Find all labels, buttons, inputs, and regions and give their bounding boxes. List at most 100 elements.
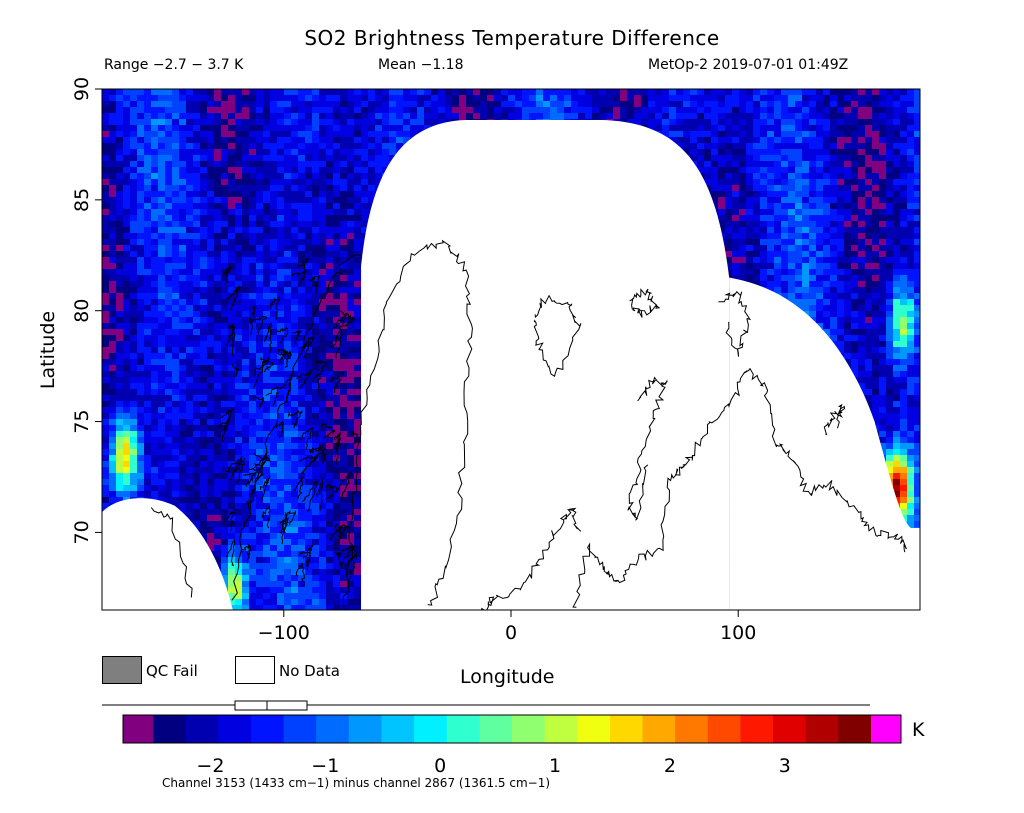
heatmap-cell	[837, 95, 844, 101]
heatmap-cell	[907, 305, 914, 311]
heatmap-cell	[452, 107, 459, 113]
heatmap-cell	[256, 107, 263, 113]
heatmap-cell	[277, 113, 284, 119]
heatmap-cell	[284, 155, 291, 161]
heatmap-cell	[711, 149, 718, 155]
heatmap-cell	[662, 107, 669, 113]
heatmap-cell	[221, 233, 228, 239]
heatmap-cell	[844, 179, 851, 185]
heatmap-cell	[641, 89, 648, 95]
heatmap-cell	[151, 257, 158, 263]
heatmap-cell	[816, 215, 823, 221]
heatmap-cell	[844, 89, 851, 95]
heatmap-cell	[851, 101, 858, 107]
heatmap-cell	[263, 113, 270, 119]
heatmap-cell	[907, 227, 914, 233]
heatmap-cell	[858, 101, 865, 107]
heatmap-cell	[291, 269, 298, 275]
heatmap-cell	[249, 209, 256, 215]
heatmap-cell	[284, 281, 291, 287]
heatmap-cell	[900, 281, 907, 287]
heatmap-cell	[256, 293, 263, 299]
heatmap-cell	[200, 317, 207, 323]
heatmap-cell	[193, 215, 200, 221]
heatmap-cell	[865, 239, 872, 245]
heatmap-cell	[123, 209, 130, 215]
heatmap-cell	[886, 173, 893, 179]
heatmap-cell	[844, 293, 851, 299]
heatmap-cell	[347, 167, 354, 173]
heatmap-cell	[550, 113, 557, 119]
heatmap-cell	[774, 101, 781, 107]
heatmap-cell	[158, 209, 165, 215]
heatmap-cell	[599, 95, 606, 101]
heatmap-cell	[193, 173, 200, 179]
heatmap-cell	[725, 245, 732, 251]
heatmap-cell	[305, 341, 312, 347]
heatmap-cell	[606, 107, 613, 113]
heatmap-cell	[760, 119, 767, 125]
heatmap-cell	[872, 137, 879, 143]
heatmap-cell	[123, 89, 130, 95]
heatmap-cell	[221, 287, 228, 293]
heatmap-cell	[795, 113, 802, 119]
heatmap-cell	[858, 203, 865, 209]
heatmap-cell	[249, 131, 256, 137]
heatmap-cell	[872, 89, 879, 95]
heatmap-cell	[830, 209, 837, 215]
heatmap-cell	[578, 101, 585, 107]
heatmap-cell	[158, 323, 165, 329]
heatmap-cell	[305, 179, 312, 185]
heatmap-cell	[802, 89, 809, 95]
heatmap-cell	[214, 275, 221, 281]
heatmap-cell	[179, 323, 186, 329]
heatmap-cell	[193, 185, 200, 191]
heatmap-cell	[655, 107, 662, 113]
heatmap-cell	[179, 281, 186, 287]
heatmap-cell	[886, 329, 893, 335]
heatmap-cell	[130, 137, 137, 143]
heatmap-cell	[235, 155, 242, 161]
heatmap-cell	[375, 179, 382, 185]
heatmap-cell	[669, 113, 676, 119]
heatmap-cell	[207, 287, 214, 293]
heatmap-cell	[382, 107, 389, 113]
heatmap-cell	[767, 239, 774, 245]
heatmap-cell	[823, 293, 830, 299]
heatmap-cell	[851, 245, 858, 251]
heatmap-cell	[228, 209, 235, 215]
heatmap-cell	[305, 251, 312, 257]
heatmap-cell	[557, 113, 564, 119]
heatmap-cell	[312, 305, 319, 311]
heatmap-cell	[137, 311, 144, 317]
heatmap-cell	[851, 275, 858, 281]
heatmap-cell	[228, 149, 235, 155]
heatmap-cell	[725, 125, 732, 131]
heatmap-cell	[172, 215, 179, 221]
heatmap-cell	[760, 89, 767, 95]
heatmap-cell	[830, 335, 837, 341]
heatmap-cell	[249, 263, 256, 269]
heatmap-cell	[893, 161, 900, 167]
heatmap-cell	[865, 245, 872, 251]
heatmap-cell	[298, 203, 305, 209]
heatmap-cell	[788, 269, 795, 275]
heatmap-cell	[270, 311, 277, 317]
heatmap-cell	[340, 179, 347, 185]
heatmap-cell	[263, 203, 270, 209]
heatmap-cell	[291, 341, 298, 347]
heatmap-cell	[690, 113, 697, 119]
heatmap-cell	[270, 197, 277, 203]
heatmap-cell	[634, 89, 641, 95]
heatmap-cell	[823, 287, 830, 293]
heatmap-cell	[858, 191, 865, 197]
heatmap-cell	[123, 137, 130, 143]
heatmap-cell	[319, 335, 326, 341]
heatmap-cell	[277, 341, 284, 347]
heatmap-cell	[858, 107, 865, 113]
heatmap-cell	[809, 209, 816, 215]
heatmap-cell	[851, 293, 858, 299]
heatmap-cell	[137, 149, 144, 155]
heatmap-cell	[277, 203, 284, 209]
heatmap-cell	[844, 269, 851, 275]
